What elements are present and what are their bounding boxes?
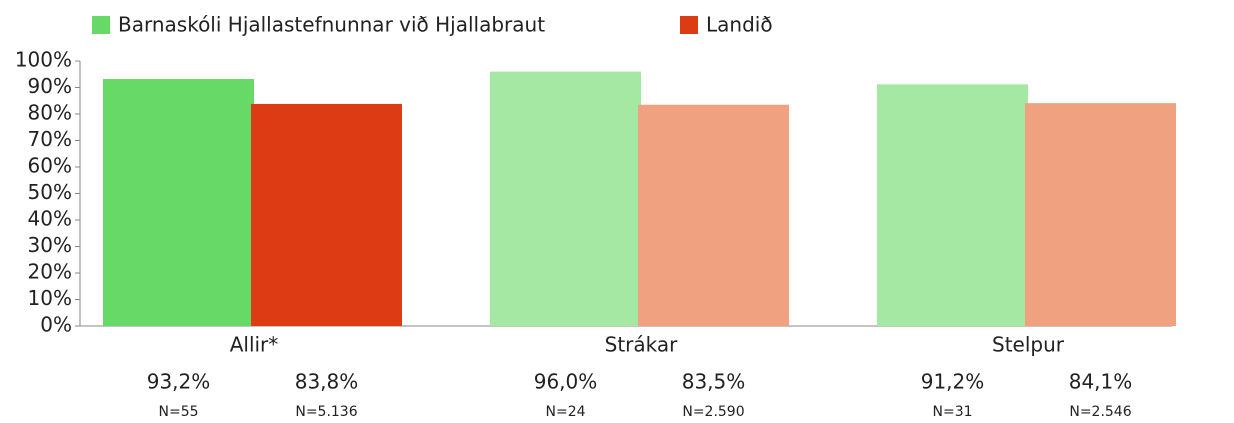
y-tick-label: 20%: [28, 260, 72, 284]
bar: [638, 104, 789, 326]
y-tick-label: 70%: [28, 127, 72, 151]
y-tick-label: 30%: [28, 233, 72, 257]
bar: [103, 79, 254, 327]
y-tick-label: 0%: [40, 313, 72, 337]
y-tick-label: 60%: [28, 154, 72, 178]
value-label: 84,1%: [1069, 370, 1133, 394]
legend-label: Landið: [706, 13, 773, 37]
n-label: N=31: [932, 404, 972, 420]
value-label: 83,5%: [682, 370, 746, 394]
bar: [877, 84, 1028, 326]
y-tick-label: 90%: [28, 74, 72, 98]
n-label: N=2.590: [682, 404, 744, 420]
n-label: N=24: [545, 404, 585, 420]
n-label: N=2.546: [1069, 404, 1131, 420]
legend-swatch: [680, 16, 698, 34]
value-label: 96,0%: [534, 370, 598, 394]
y-tick-label: 40%: [28, 207, 72, 231]
bar: [251, 103, 402, 327]
x-tick-label: Allir*: [230, 333, 279, 357]
y-tick-label: 80%: [28, 101, 72, 125]
x-tick-label: Stelpur: [992, 333, 1065, 357]
y-tick-label: 10%: [28, 286, 72, 310]
bar: [1025, 103, 1176, 326]
legend-label: Barnaskóli Hjallastefnunnar við Hjallabr…: [118, 13, 545, 37]
value-label: 83,8%: [295, 370, 359, 394]
bar: [490, 71, 641, 326]
y-tick-label: 100%: [15, 48, 72, 72]
value-label: 93,2%: [147, 370, 211, 394]
legend-swatch: [92, 16, 110, 34]
value-label: 91,2%: [921, 370, 985, 394]
y-tick-label: 50%: [28, 180, 72, 204]
x-tick-label: Strákar: [605, 333, 679, 357]
n-label: N=55: [158, 404, 198, 420]
n-label: N=5.136: [295, 404, 357, 420]
